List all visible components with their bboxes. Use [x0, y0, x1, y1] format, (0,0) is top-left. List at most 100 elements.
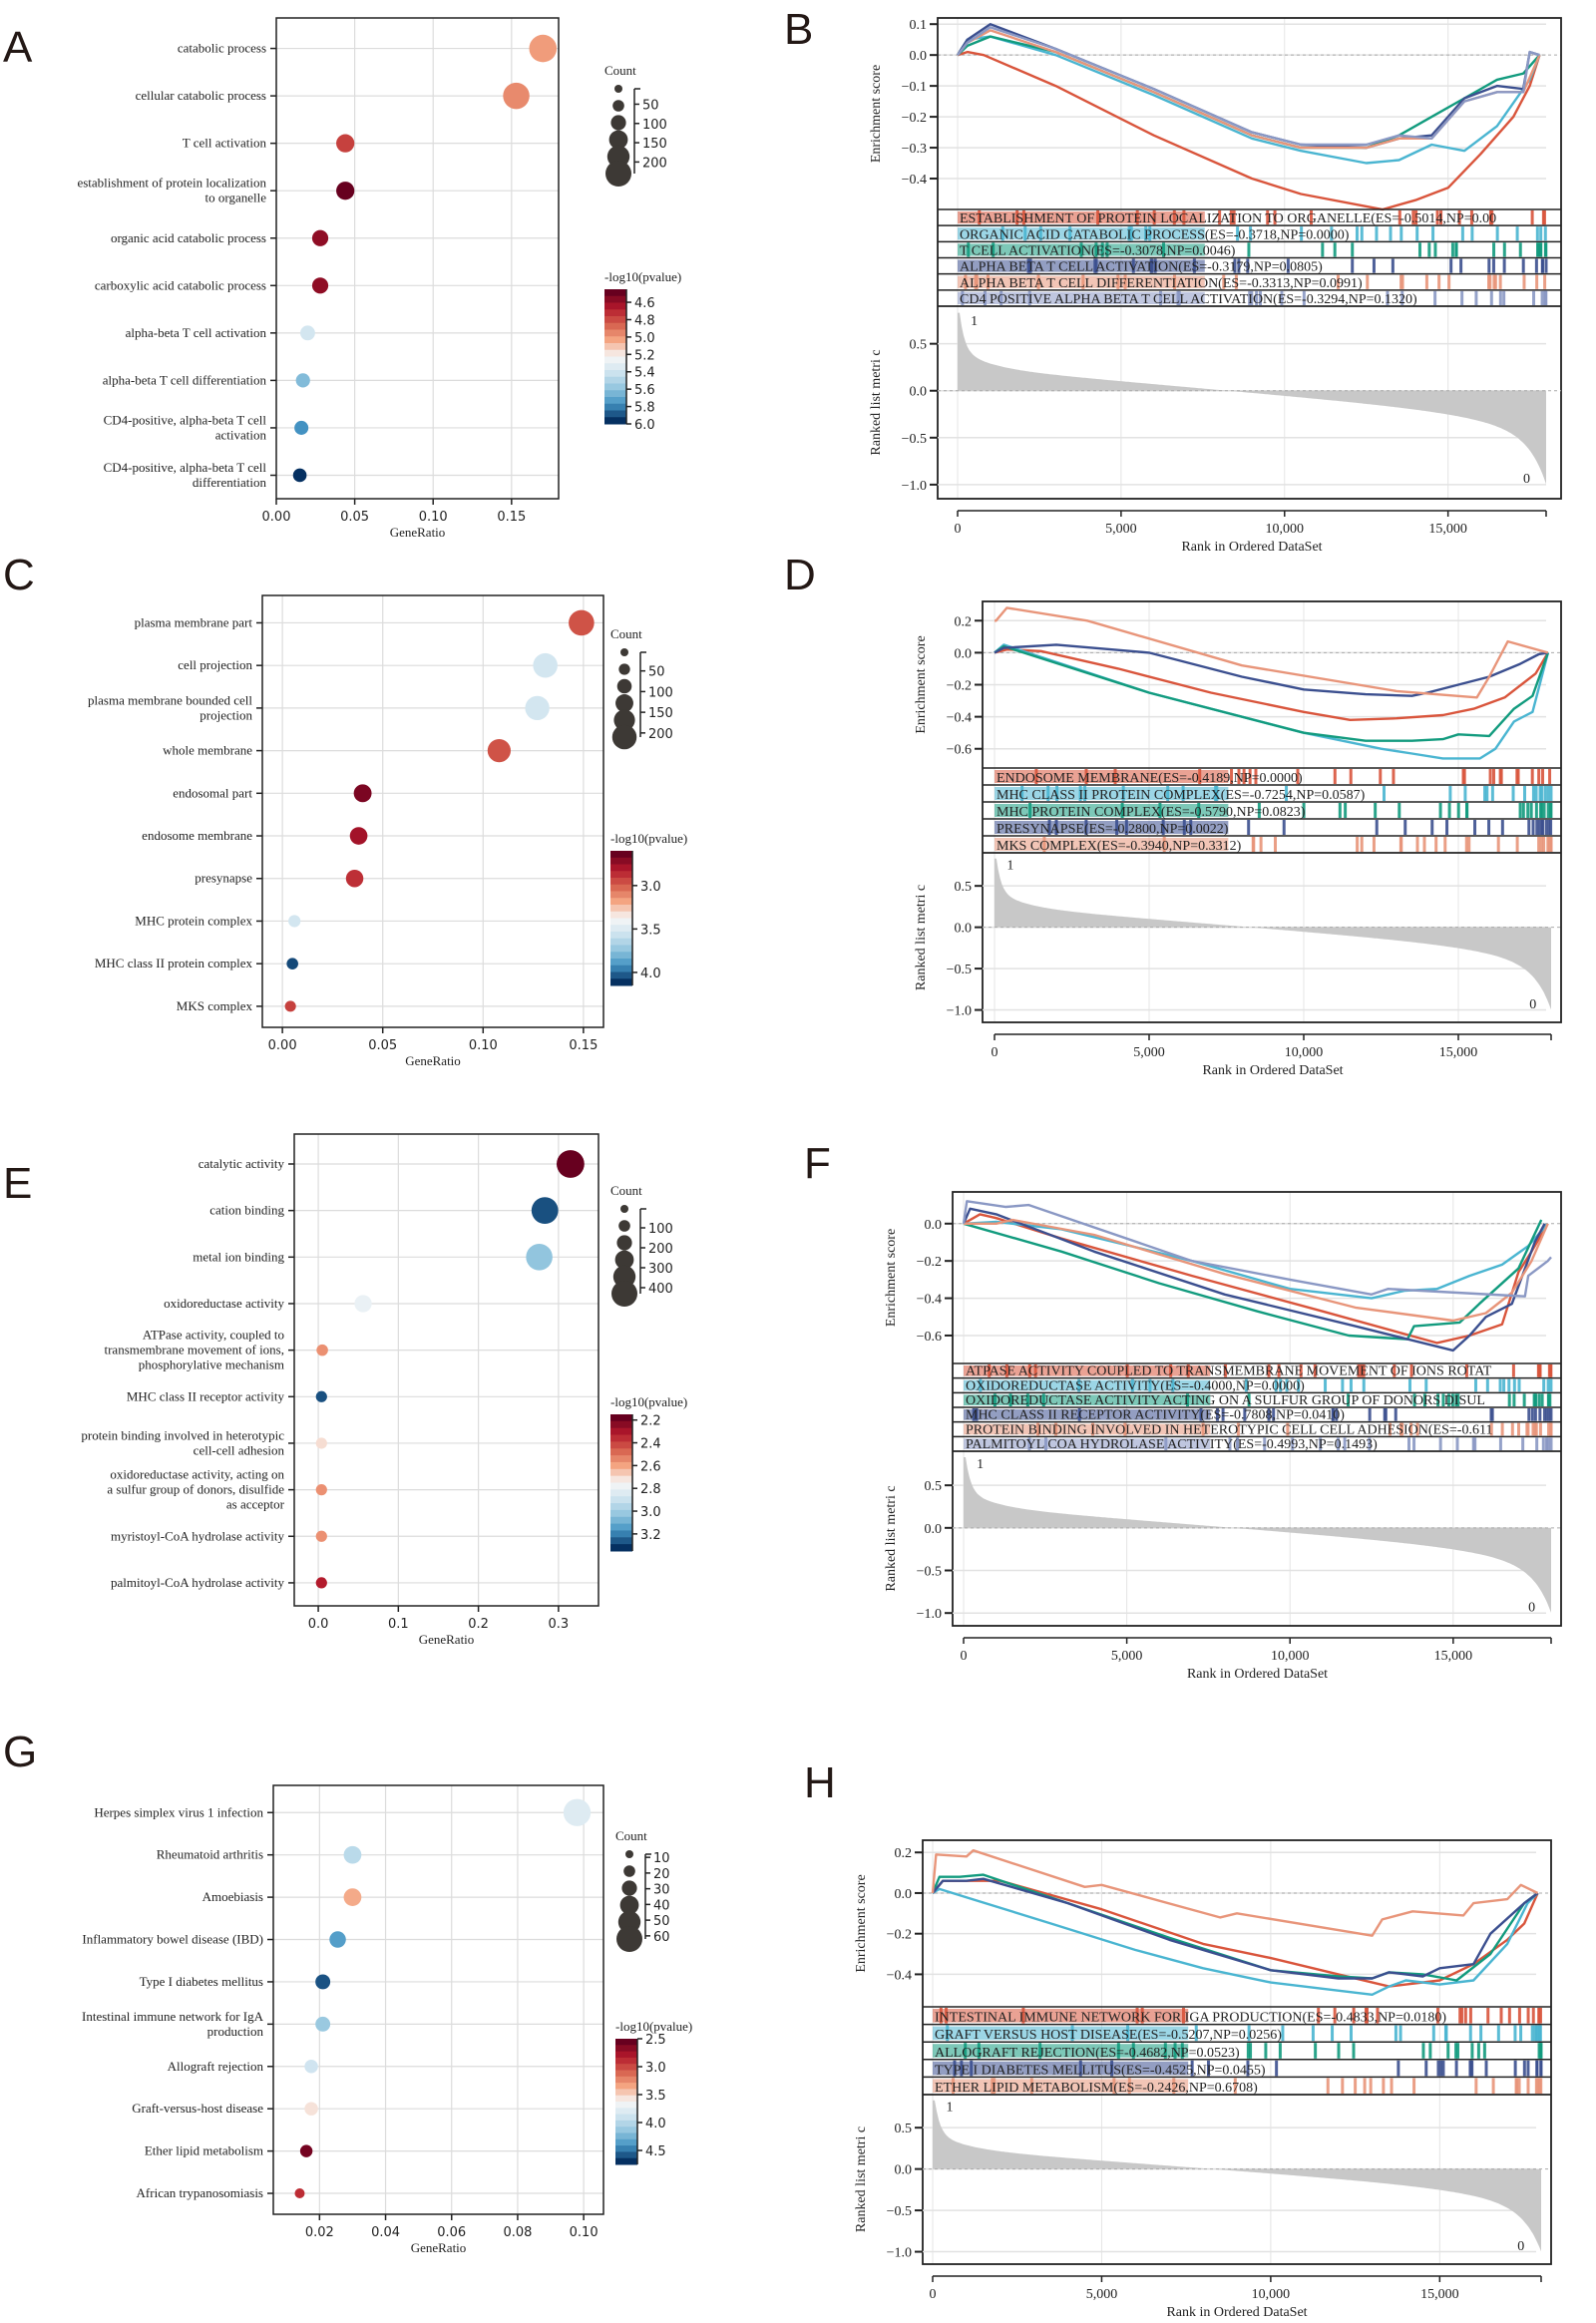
colorbar-step	[610, 1455, 632, 1463]
rank-y-tick-label: 0.5	[910, 338, 928, 353]
term-label: myristoyl-CoA hydrolase activity	[111, 1528, 285, 1543]
label-highlight	[958, 259, 1205, 272]
colorbar-step	[610, 864, 632, 872]
y-tick-label: −0.4	[887, 1968, 912, 1983]
ranked-metric-area	[958, 312, 1546, 485]
size-legend-dot	[616, 1926, 642, 1952]
colorbar-step	[604, 295, 626, 303]
colorbar-step	[610, 911, 632, 919]
colorbar-label: 3.0	[640, 1505, 661, 1520]
panel-letter-g: G	[3, 1728, 38, 1776]
colorbar-label: 4.0	[645, 2117, 666, 2131]
colorbar-step	[610, 1441, 632, 1449]
x-tick-label: 0.08	[503, 2225, 532, 2240]
colorbar-step	[615, 2102, 637, 2109]
data-point	[343, 1888, 362, 1906]
colorbar-step	[615, 2132, 637, 2140]
colorbar-step	[615, 2051, 637, 2059]
term-label: protein binding involved in heterotypic	[81, 1427, 284, 1442]
panel-letter-b: B	[784, 5, 814, 54]
colorbar-step	[610, 925, 632, 933]
gene-set-label: ALPHA BETA T CELL ACTIVATION(ES=-0.3179,…	[960, 260, 1323, 275]
gene-set-label: T CELL ACTIVATION(ES=-0.3078,NP=0.0046)	[960, 244, 1236, 259]
data-point	[353, 784, 372, 803]
label-highlight	[933, 2061, 1189, 2076]
es-curve	[957, 50, 1541, 211]
term-label: phosphorylative mechanism	[139, 1357, 284, 1372]
colorbar-step	[610, 1468, 632, 1477]
x-tick-label: 0.05	[368, 1038, 397, 1053]
gsea-f: 0.0 −0.2 −0.4 −0.6 Enrichment score ATPASE AC…	[884, 1191, 1562, 1682]
label-highlight	[958, 243, 1205, 256]
label-highlight	[995, 770, 1229, 783]
x-axis-label: GeneRatio	[405, 1053, 461, 1068]
es-curve	[964, 1218, 1549, 1323]
gene-set-label: PROTEIN BINDING INVOLVED IN HETEROTYPIC …	[966, 1422, 1492, 1437]
term-label: Ether lipid metabolism	[145, 2143, 263, 2158]
y-tick-label: 0.2	[895, 1846, 913, 1861]
term-label: plasma membrane part	[135, 614, 253, 629]
colorbar-step	[610, 945, 632, 953]
term-label: MHC class II protein complex	[95, 956, 253, 970]
data-point	[294, 2188, 305, 2199]
label-highlight	[933, 2044, 1189, 2058]
x-tick-label: 0.05	[340, 510, 369, 525]
gene-set-label: OXIDOREDUCTASE ACTIVITY ACTING ON A SULF…	[966, 1393, 1485, 1408]
colorbar-step	[610, 952, 632, 960]
colorbar-step	[610, 1530, 632, 1538]
x-tick-label: 15,000	[1439, 1045, 1478, 1060]
term-label: MHC protein complex	[135, 913, 252, 928]
gene-set-label: ALLOGRAFT REJECTION(ES=-0.4682,NP=0.0523…	[935, 2046, 1240, 2061]
x-tick-label: 0.10	[570, 2225, 598, 2240]
x-axis-label: Rank in Ordered DataSet	[1202, 1063, 1343, 1078]
rank-marker-label: 1	[947, 2101, 954, 2116]
es-curve	[962, 1207, 1546, 1353]
size-legend-label: 60	[653, 1930, 670, 1945]
colorbar-step	[604, 390, 626, 398]
colorbar-step	[604, 336, 626, 344]
colorbar-step	[610, 1544, 632, 1552]
rank-axis-label: Ranked list metri c	[914, 885, 929, 990]
x-tick-label: 5,000	[1133, 1045, 1165, 1060]
rank-y-tick-label: 0.5	[925, 1479, 943, 1494]
data-point	[299, 2144, 313, 2157]
term-label: carboxylic acid catabolic process	[95, 277, 266, 292]
x-tick-label: 0.2	[468, 1617, 489, 1632]
colorbar-label: 3.0	[640, 880, 661, 895]
term-label: cell projection	[178, 657, 252, 672]
colorbar-step	[610, 1414, 632, 1422]
x-tick-label: 15,000	[1434, 1649, 1473, 1664]
colorbar-step	[604, 410, 626, 418]
colorbar-label: 3.0	[645, 2061, 666, 2076]
term-label: activation	[215, 427, 267, 442]
rank-axis-label: Ranked list metri c	[854, 2127, 869, 2232]
term-label: cell-cell adhesion	[194, 1442, 285, 1457]
dotplot-g: 0.02 0.04 0.06 0.08 0.10 Herpes simplex virus…	[82, 1784, 692, 2255]
colorbar-step	[604, 329, 626, 337]
size-legend-label: 200	[642, 156, 667, 171]
term-label: Herpes simplex virus 1 infection	[94, 1804, 263, 1819]
gene-set-label: ATPASE ACTIVITY COUPLED TO TRANSMEMBRANE…	[966, 1364, 1492, 1379]
gene-set-label: MHC CLASS II PROTEIN COMPLEX(ES=-0.7254,…	[997, 788, 1366, 803]
term-label: endosomal part	[173, 785, 252, 800]
data-point	[336, 134, 355, 153]
colorbar-label: 5.2	[634, 348, 655, 363]
colorbar-step	[615, 2083, 637, 2090]
colorbar-step	[610, 932, 632, 940]
data-point	[311, 229, 329, 246]
colorbar-step	[604, 289, 626, 297]
es-axis-label: Enrichment score	[884, 1229, 899, 1327]
colorbar-label: 6.0	[634, 418, 655, 433]
colorbar-step	[604, 397, 626, 405]
dotplot-e: 0.0 0.1 0.2 0.3 catalytic activity cation bin…	[81, 1133, 687, 1647]
x-tick-label: 0.10	[419, 510, 448, 525]
term-label: cation binding	[209, 1203, 284, 1218]
x-tick-label: 10,000	[1285, 1045, 1324, 1060]
term-label: Intestinal immune network for IgA	[82, 2009, 264, 2024]
term-label: to organelle	[205, 191, 267, 205]
data-point	[349, 827, 368, 845]
colorbar-label: 3.5	[640, 923, 661, 938]
label-highlight	[958, 211, 1205, 224]
size-legend-dot	[608, 130, 628, 150]
size-legend-dot	[611, 724, 637, 750]
